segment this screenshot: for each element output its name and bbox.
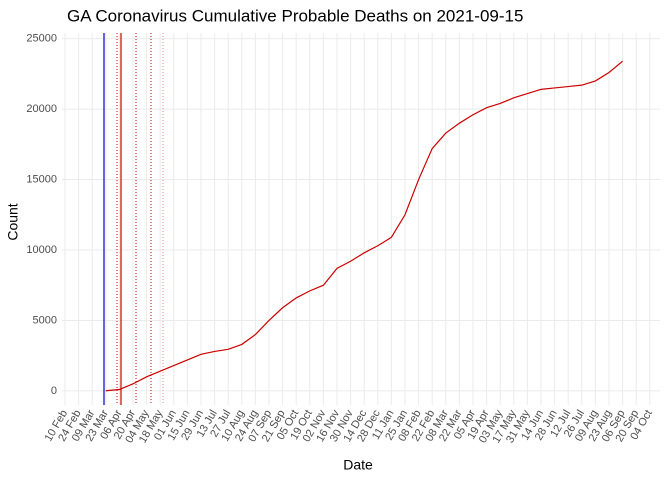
y-tick-label: 10000 [26, 244, 57, 256]
y-axis-title: Count [5, 203, 21, 240]
data-line [105, 60, 623, 392]
y-tick-label: 20000 [26, 103, 57, 115]
grid-layer [62, 33, 660, 405]
x-axis-title: Date [343, 457, 373, 473]
y-tick-label: 5000 [33, 314, 57, 326]
chart-title: GA Coronavirus Cumulative Probable Death… [67, 6, 523, 25]
y-tick-label: 0 [51, 385, 57, 397]
y-tick-label: 15000 [26, 173, 57, 185]
y-tick-label: 25000 [26, 33, 57, 45]
